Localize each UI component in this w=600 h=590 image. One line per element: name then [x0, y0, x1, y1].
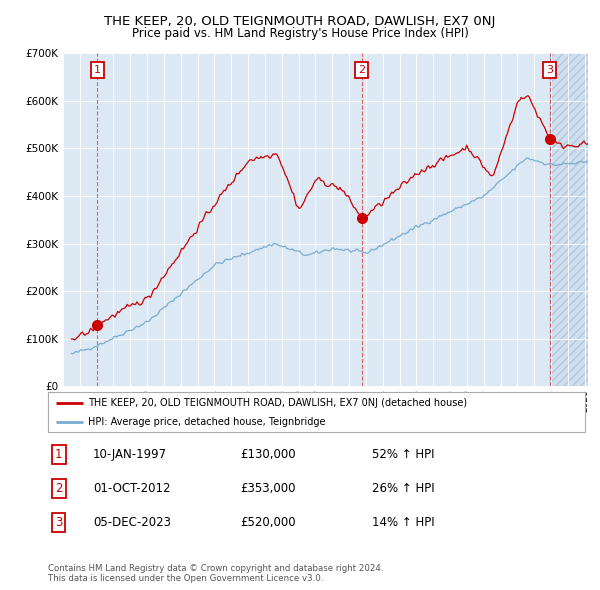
Text: £520,000: £520,000 [240, 516, 296, 529]
Text: 14% ↑ HPI: 14% ↑ HPI [372, 516, 434, 529]
Text: 3: 3 [546, 65, 553, 75]
Text: 3: 3 [55, 516, 62, 529]
Text: 1: 1 [55, 448, 62, 461]
Bar [550, 53, 588, 386]
Text: 1: 1 [94, 65, 101, 75]
Text: THE KEEP, 20, OLD TEIGNMOUTH ROAD, DAWLISH, EX7 0NJ: THE KEEP, 20, OLD TEIGNMOUTH ROAD, DAWLI… [104, 15, 496, 28]
Text: HPI: Average price, detached house, Teignbridge: HPI: Average price, detached house, Teig… [88, 417, 326, 427]
Text: 05-DEC-2023: 05-DEC-2023 [93, 516, 171, 529]
Text: £353,000: £353,000 [240, 482, 296, 495]
Text: THE KEEP, 20, OLD TEIGNMOUTH ROAD, DAWLISH, EX7 0NJ (detached house): THE KEEP, 20, OLD TEIGNMOUTH ROAD, DAWLI… [88, 398, 467, 408]
Text: 2: 2 [358, 65, 365, 75]
Text: Contains HM Land Registry data © Crown copyright and database right 2024.
This d: Contains HM Land Registry data © Crown c… [48, 563, 383, 583]
Text: 01-OCT-2012: 01-OCT-2012 [93, 482, 170, 495]
Text: 10-JAN-1997: 10-JAN-1997 [93, 448, 167, 461]
Text: 2: 2 [55, 482, 62, 495]
Text: £130,000: £130,000 [240, 448, 296, 461]
FancyBboxPatch shape [48, 392, 585, 432]
Text: 26% ↑ HPI: 26% ↑ HPI [372, 482, 434, 495]
Text: 52% ↑ HPI: 52% ↑ HPI [372, 448, 434, 461]
Text: Price paid vs. HM Land Registry's House Price Index (HPI): Price paid vs. HM Land Registry's House … [131, 27, 469, 40]
